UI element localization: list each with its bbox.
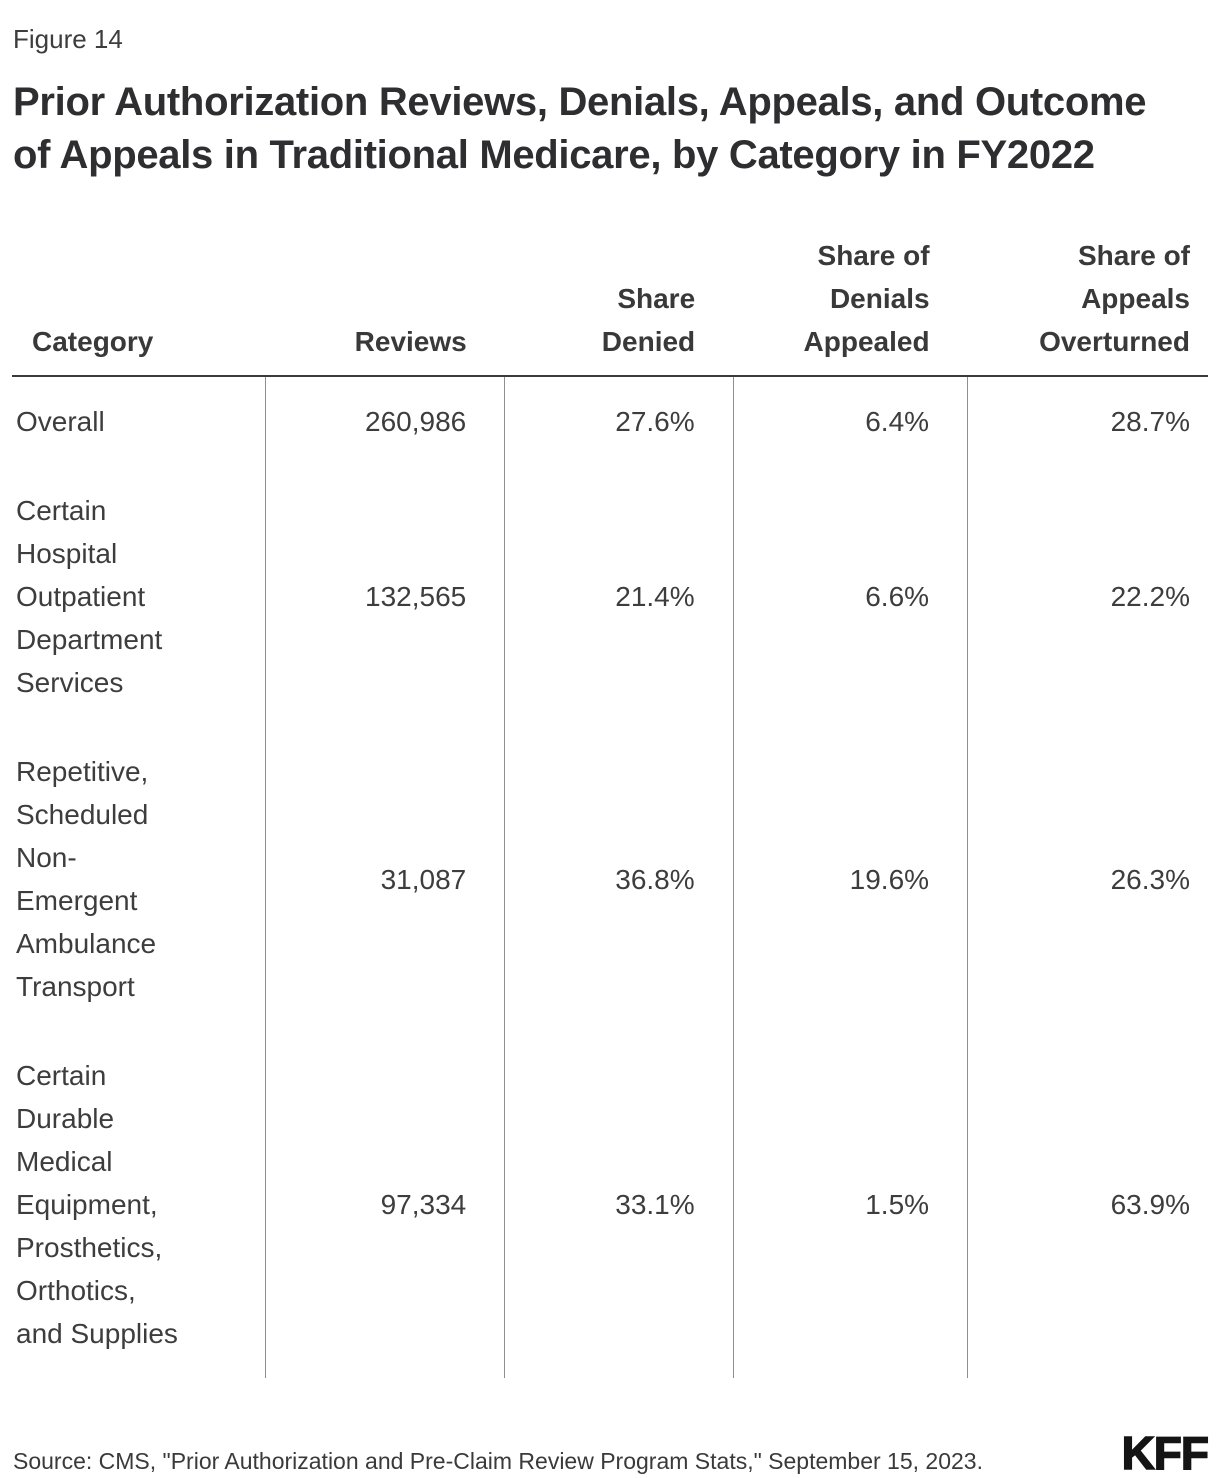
table-row-hospital-outpatient: Certain Hospital Outpatient Department S… [12,466,1208,727]
category-label: Repetitive, Scheduled Non-Emergent Ambul… [16,756,157,1002]
col-header-reviews: Reviews [265,234,505,377]
share-denials-appealed-cell: 1.5% [732,1031,968,1378]
col-header-share-denied: Share Denied [504,234,734,377]
share-denials-appealed-cell: 6.4% [732,376,968,466]
share-denied-cell: 27.6% [504,376,734,466]
share-appeals-overturned-cell: 22.2% [967,466,1208,727]
share-denied-cell: 36.8% [504,727,734,1031]
category-cell: Repetitive, Scheduled Non-Emergent Ambul… [12,727,266,1031]
table-row-ambulance-transport: Repetitive, Scheduled Non-Emergent Ambul… [12,727,1208,1031]
table-header: Category Reviews Share Denied Share of D… [12,234,1208,377]
category-cell: Overall [12,376,266,466]
table-body: Overall 260,986 27.6% 6.4% 28.7% Certain… [12,376,1208,1378]
reviews-cell: 31,087 [265,727,505,1031]
reviews-cell: 97,334 [265,1031,505,1378]
share-denied-cell: 21.4% [504,466,734,727]
figure-title: Prior Authorization Reviews, Denials, Ap… [13,80,1147,177]
kff-logo: KFF [1121,1427,1210,1478]
col-header-share-appeals-overturned: Share of Appeals Overturned [967,234,1208,377]
reviews-cell: 132,565 [265,466,505,727]
category-label: Overall [16,406,105,437]
share-denials-appealed-cell: 6.6% [732,466,968,727]
col-header-share-denials-appealed: Share of Denials Appealed [733,234,968,377]
figure-label: Figure 14 [13,24,123,54]
table-row-overall: Overall 260,986 27.6% 6.4% 28.7% [12,376,1208,466]
share-denials-appealed-cell: 19.6% [732,727,968,1031]
share-denied-cell: 33.1% [504,1031,734,1378]
table-row-dme-prosthetics: Certain Durable Medical Equipment, Prost… [12,1031,1208,1378]
share-appeals-overturned-cell: 63.9% [967,1031,1208,1378]
figure-footer: Source: CMS, "Prior Authorization and Pr… [12,1427,1210,1478]
reviews-cell: 260,986 [265,376,505,466]
category-label: Certain Durable Medical Equipment, Prost… [16,1060,178,1349]
header-row: Category Reviews Share Denied Share of D… [12,234,1208,377]
share-appeals-overturned-cell: 26.3% [967,727,1208,1031]
prior-authorization-table: Category Reviews Share Denied Share of D… [12,234,1208,1378]
share-appeals-overturned-cell: 28.7% [967,376,1208,466]
category-cell: Certain Durable Medical Equipment, Prost… [12,1031,266,1378]
col-header-category: Category [12,234,266,377]
category-label: Certain Hospital Outpatient Department S… [16,495,163,698]
category-cell: Certain Hospital Outpatient Department S… [12,466,266,727]
source-note: Source: CMS, "Prior Authorization and Pr… [13,1447,983,1474]
